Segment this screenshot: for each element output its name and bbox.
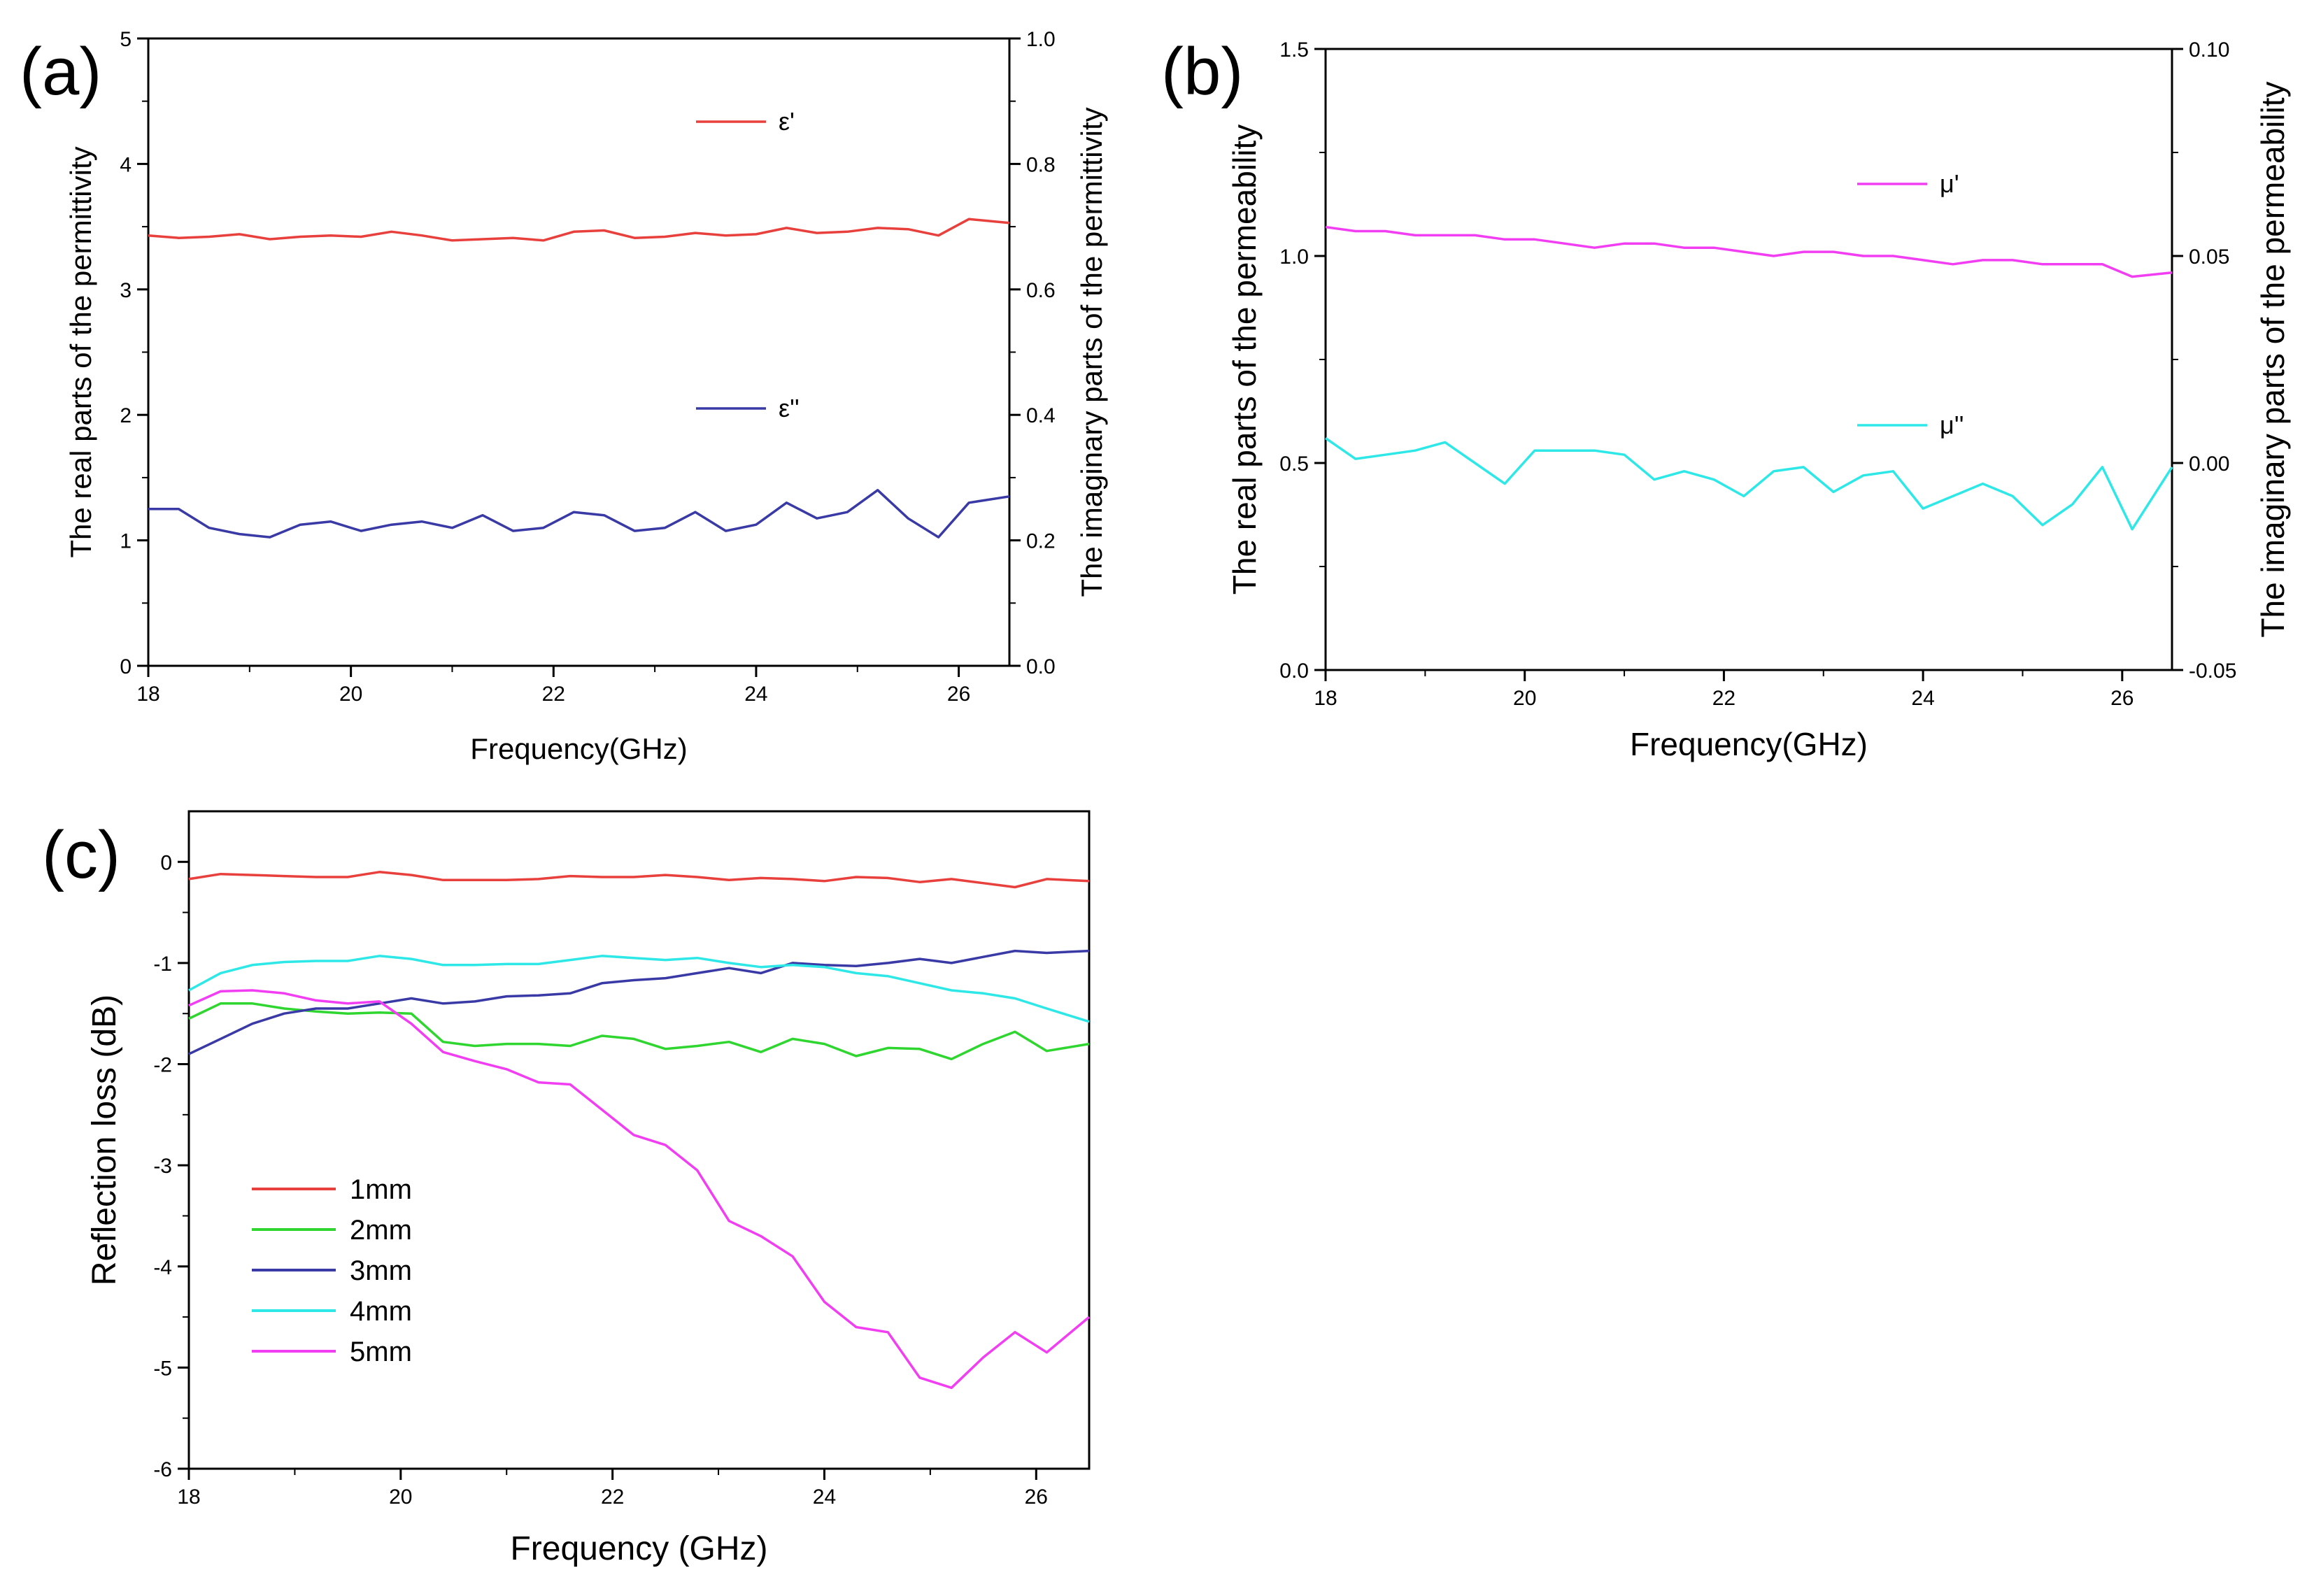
x-tick-label: 24 (744, 683, 767, 706)
legend-label: ε'' (779, 394, 800, 422)
legend-label: 2mm (350, 1215, 412, 1246)
x-tick-label: 20 (1513, 687, 1536, 710)
y-tick-label: -2 (153, 1054, 172, 1077)
x-tick-label: 22 (542, 683, 565, 706)
legend-label: 3mm (350, 1255, 412, 1286)
x-axis-label: Frequency(GHz) (470, 732, 687, 765)
y2-tick-label: 0.05 (2189, 245, 2229, 269)
series-line-2 (188, 1002, 1090, 1061)
y2-axis-label: The imaginary parts of the permittivity (1075, 107, 1108, 597)
series-line-3 (188, 949, 1090, 1055)
x-tick-label: 22 (601, 1485, 624, 1509)
panel-letter: (b) (1161, 34, 1243, 109)
legend-label: μ' (1940, 169, 1959, 198)
y-tick-label: 2 (120, 404, 132, 427)
y-tick-label: -4 (153, 1256, 172, 1279)
y-tick-label: 5 (120, 28, 132, 51)
y-tick-label: -5 (153, 1357, 172, 1380)
x-tick-label: 22 (1712, 687, 1735, 710)
x-axis-label: Frequency(GHz) (1630, 726, 1868, 762)
x-tick-label: 20 (339, 683, 362, 706)
y-tick-label: 0.5 (1279, 453, 1309, 476)
y-axis-label: The real parts of the permittivity (64, 146, 97, 557)
x-axis-label: Frequency (GHz) (510, 1530, 767, 1567)
y-tick-label: 0.0 (1279, 660, 1309, 683)
y-tick-label: 1.0 (1279, 245, 1309, 269)
plot-frame (187, 810, 1091, 1470)
y-tick-label: -1 (153, 953, 172, 976)
y2-axis-label: The imaginary parts of the permeability (2255, 81, 2291, 637)
y-tick-label: 3 (120, 279, 132, 302)
panel-b: (b) 18 20 22 24 26 0.0 0.5 1.0 1.5 -0.05 0.00 0.05 0.… (1161, 34, 2291, 762)
y-axis-label: Reflection loss (dB) (86, 995, 123, 1285)
y-axis-label: The real parts of the permeability (1226, 124, 1263, 594)
series-line-2 (1325, 437, 2173, 531)
plot-frame (147, 37, 1011, 667)
y-tick-label: -6 (153, 1458, 172, 1481)
series-line-1 (1325, 225, 2173, 278)
y2-tick-label: 0.6 (1026, 279, 1056, 302)
series-line-1 (148, 218, 1010, 242)
panel-letter: (c) (42, 818, 120, 892)
panel-letter: (a) (20, 34, 101, 109)
y2-tick-label: 0.0 (1026, 655, 1056, 678)
series-line-4 (188, 955, 1090, 1023)
legend-label: 5mm (350, 1337, 412, 1367)
panel-c: (c) 18 20 22 24 26 -6 -5 -4 -3 -2 -1 0 Frequency (GHz… (42, 810, 1091, 1567)
y-tick-label: 0 (120, 655, 132, 678)
y-tick-label: 0 (160, 851, 172, 874)
y2-tick-label: 0.4 (1026, 404, 1056, 427)
y2-tick-label: 0.10 (2189, 38, 2229, 62)
x-tick-label: 18 (177, 1485, 200, 1509)
x-tick-label: 26 (2110, 687, 2134, 710)
y2-tick-label: -0.05 (2189, 660, 2236, 683)
y-tick-label: 1.5 (1279, 38, 1309, 62)
x-tick-label: 18 (1314, 687, 1337, 710)
x-tick-label: 18 (136, 683, 159, 706)
x-tick-label: 24 (813, 1485, 836, 1509)
series-line-1 (188, 871, 1090, 889)
legend-label: ε' (779, 107, 795, 136)
panel-a: (a) 18 20 22 24 26 0 1 2 3 4 5 0.0 0.2 0.4 0.6 0.8 1.0 Fre… (20, 28, 1108, 765)
y-tick-label: -3 (153, 1155, 172, 1178)
x-tick-label: 26 (947, 683, 970, 706)
x-tick-label: 26 (1025, 1485, 1048, 1509)
legend-label: 1mm (350, 1174, 412, 1205)
series-line-5 (188, 989, 1091, 1390)
y2-tick-label: 0.00 (2189, 453, 2229, 476)
y2-tick-label: 0.2 (1026, 530, 1056, 553)
y2-tick-label: 1.0 (1026, 28, 1056, 51)
y-tick-label: 4 (120, 153, 132, 176)
x-tick-label: 20 (389, 1485, 412, 1509)
x-tick-label: 24 (1911, 687, 1934, 710)
legend-label: μ'' (1940, 411, 1964, 439)
y-tick-label: 1 (120, 530, 132, 553)
legend-label: 4mm (350, 1296, 412, 1327)
series-line-2 (148, 489, 1010, 539)
plot-frame (1324, 48, 2173, 671)
y2-tick-label: 0.8 (1026, 153, 1056, 176)
